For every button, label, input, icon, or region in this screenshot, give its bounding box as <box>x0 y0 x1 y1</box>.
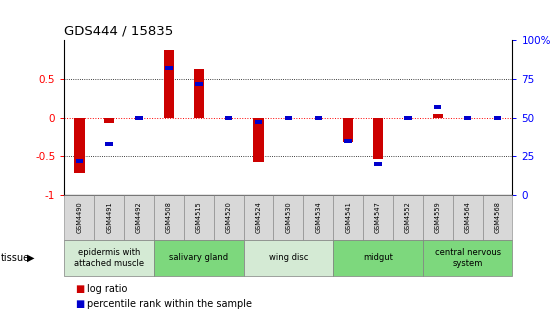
Text: GSM4491: GSM4491 <box>106 202 112 234</box>
Bar <box>404 116 412 120</box>
Bar <box>284 116 292 120</box>
Text: ■: ■ <box>76 284 85 294</box>
Bar <box>76 159 83 163</box>
Bar <box>344 139 352 143</box>
Text: GSM4568: GSM4568 <box>494 202 501 234</box>
Bar <box>343 118 353 142</box>
Text: ▶: ▶ <box>27 253 34 263</box>
Text: log ratio: log ratio <box>87 284 127 294</box>
Text: percentile rank within the sample: percentile rank within the sample <box>87 299 252 309</box>
Bar <box>494 116 501 120</box>
Bar <box>255 120 262 124</box>
Text: GDS444 / 15835: GDS444 / 15835 <box>64 25 174 38</box>
Text: wing disc: wing disc <box>269 253 308 262</box>
Bar <box>136 116 143 120</box>
Text: GSM4559: GSM4559 <box>435 202 441 234</box>
Text: midgut: midgut <box>363 253 393 262</box>
Text: GSM4541: GSM4541 <box>345 202 351 234</box>
Text: GSM4552: GSM4552 <box>405 202 411 234</box>
Text: tissue: tissue <box>1 253 30 263</box>
Bar <box>464 116 472 120</box>
Text: GSM4515: GSM4515 <box>196 202 202 234</box>
Bar <box>225 116 232 120</box>
Text: ■: ■ <box>76 299 85 309</box>
Text: GSM4490: GSM4490 <box>76 202 82 234</box>
Text: salivary gland: salivary gland <box>169 253 228 262</box>
Bar <box>253 118 264 162</box>
Text: central nervous
system: central nervous system <box>435 248 501 267</box>
Bar <box>104 118 114 123</box>
Bar <box>373 118 383 159</box>
Bar <box>165 66 172 70</box>
Bar <box>74 118 85 173</box>
Text: GSM4547: GSM4547 <box>375 202 381 234</box>
Bar <box>315 116 322 120</box>
Bar <box>194 69 204 118</box>
Bar <box>432 114 443 118</box>
Text: GSM4530: GSM4530 <box>286 202 291 234</box>
Text: GSM4508: GSM4508 <box>166 202 172 234</box>
Text: GSM4492: GSM4492 <box>136 202 142 234</box>
Bar <box>374 162 382 166</box>
Text: GSM4564: GSM4564 <box>465 202 470 234</box>
Text: GSM4534: GSM4534 <box>315 202 321 234</box>
Bar <box>105 142 113 146</box>
Text: GSM4520: GSM4520 <box>226 202 232 234</box>
Text: epidermis with
attached muscle: epidermis with attached muscle <box>74 248 144 267</box>
Bar <box>434 105 441 109</box>
Text: GSM4524: GSM4524 <box>255 202 262 234</box>
Bar <box>195 82 203 86</box>
Bar <box>164 50 174 118</box>
